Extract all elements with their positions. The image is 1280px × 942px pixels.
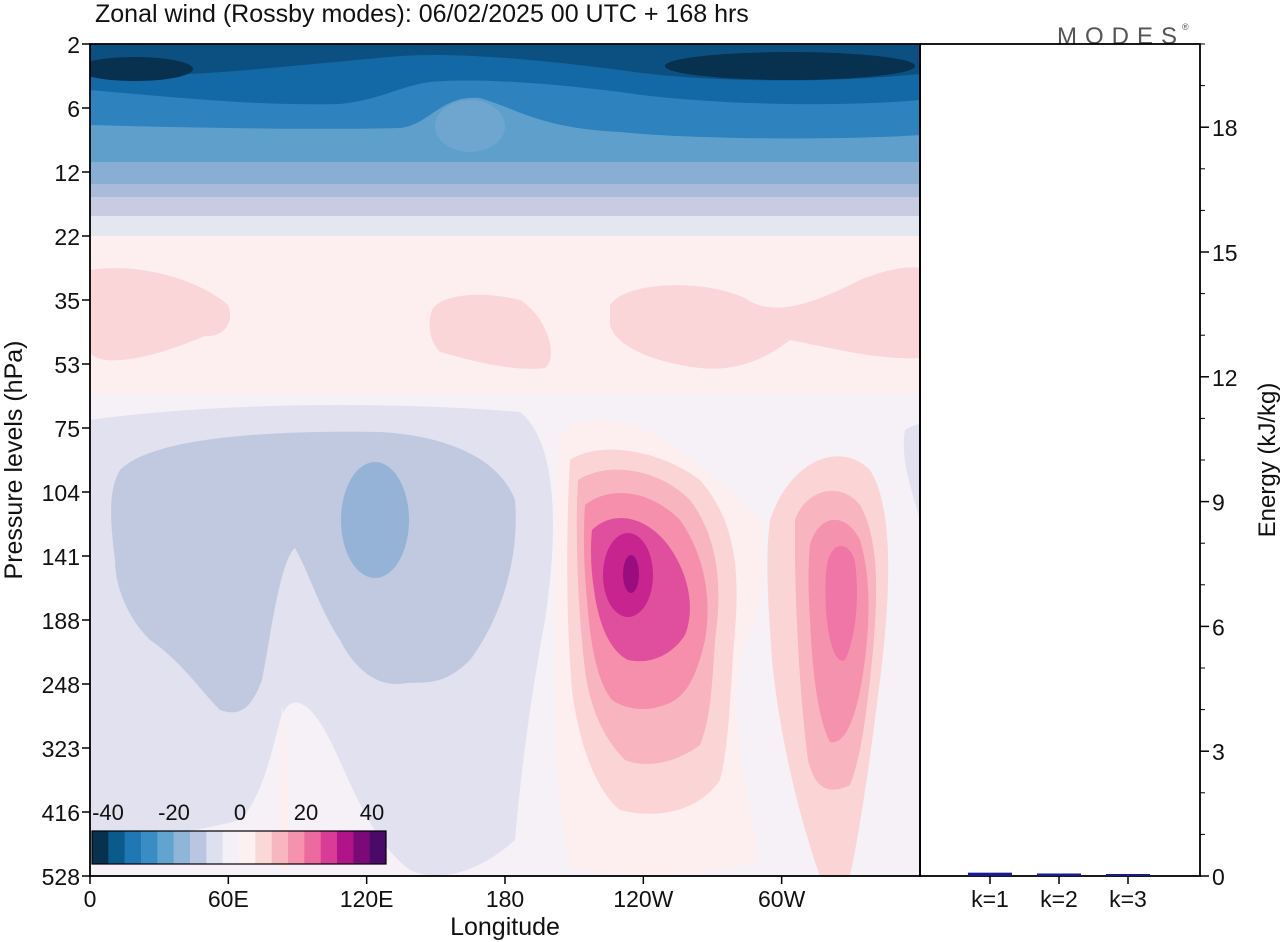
colorbar-swatch (353, 831, 370, 864)
colorbar-swatch (124, 831, 142, 864)
chart-title: Zonal wind (Rossby modes): 06/02/2025 00… (95, 0, 749, 28)
energy-tick-label: 6 (1212, 614, 1225, 640)
pressure-tick-label: 6 (67, 96, 80, 122)
pressure-tick-label: 416 (42, 800, 80, 826)
pressure-tick-label: 22 (54, 224, 80, 250)
westerly-streak (279, 705, 289, 870)
colorbar-tick-label: 0 (234, 800, 246, 825)
x-axis-label: Longitude (450, 913, 560, 941)
energy-tick-label: 15 (1212, 240, 1238, 266)
energy-bars: k=1 k=2 k=3 (968, 872, 1150, 912)
pressure-tick-label: 323 (42, 736, 80, 762)
energy-tick-label: 0 (1212, 864, 1225, 890)
longitude-axis: 0 60E 120E 180 120W 60W (84, 876, 806, 912)
colorbar-swatch (255, 831, 272, 864)
pressure-tick-label: 141 (42, 544, 80, 570)
pressure-tick-label: 104 (42, 480, 81, 506)
colorbar-swatch (271, 831, 289, 864)
energy-tick-label: 3 (1212, 739, 1225, 765)
longitude-tick-label: 120W (613, 886, 673, 912)
colorbar-swatch (320, 831, 338, 864)
colorbar-swatch (157, 831, 174, 864)
pressure-tick-label: 248 (42, 672, 80, 698)
bar-panel-frame (919, 43, 1201, 877)
colorbar-swatch (173, 831, 191, 864)
energy-bar (968, 872, 1012, 876)
colorbar-frame (91, 830, 387, 865)
colorbar-swatch (206, 831, 223, 864)
y-axis-label: Pressure levels (hPa) (0, 341, 28, 580)
colorbar-swatch (190, 831, 207, 864)
pressure-tick-label: 53 (54, 352, 80, 378)
core-jet-east (665, 52, 915, 80)
mode-tick-label: k=3 (1109, 886, 1147, 912)
contour-field (90, 44, 920, 876)
pink-blob-west (90, 268, 231, 361)
mode-tick-label: k=2 (1040, 886, 1078, 912)
mode-tick-label: k=1 (971, 886, 1009, 912)
longitude-tick-label: 0 (84, 886, 97, 912)
lavender-east-edge (903, 424, 920, 520)
colorbar-swatch (108, 831, 125, 864)
colorbar: -40 -20 0 20 40 (91, 800, 387, 865)
colorbar-swatch (369, 831, 387, 864)
colorbar-swatch (337, 831, 354, 864)
colorbar-swatch (239, 831, 256, 864)
colorbar-swatch (222, 831, 240, 864)
colorbar-tick-label: 20 (294, 800, 318, 825)
pink-blob-east (610, 267, 920, 369)
pressure-tick-label: 75 (54, 416, 80, 442)
colorbar-swatch (304, 831, 321, 864)
pressure-tick-label: 35 (54, 288, 80, 314)
pink-blob-center (429, 294, 551, 369)
longitude-tick-label: 180 (486, 886, 524, 912)
energy-tick-label: 9 (1212, 490, 1225, 516)
blue-gray-region (111, 431, 516, 713)
longitude-tick-label: 120E (340, 886, 394, 912)
westerly-east-core (825, 545, 857, 661)
energy-tick-label: 18 (1212, 115, 1238, 141)
westerly-core (623, 555, 639, 593)
pressure-tick-label: 528 (42, 864, 80, 890)
colorbar-swatch (288, 831, 305, 864)
energy-tick-label: 12 (1212, 365, 1238, 391)
energy-axis-label: Energy (kJ/kg) (1254, 383, 1280, 538)
modes-logo: MODES (1057, 23, 1185, 50)
colorbar-swatch (92, 831, 109, 864)
pressure-axis: 2 6 12 22 35 53 75 104 141 188 248 323 416 528 (42, 32, 90, 890)
longitude-tick-label: 60E (208, 886, 249, 912)
gap-light (435, 100, 505, 152)
pressure-tick-label: 12 (54, 160, 80, 186)
energy-bar (1037, 873, 1081, 876)
pressure-tick-label: 188 (42, 608, 80, 634)
colorbar-tick-label: 40 (360, 800, 384, 825)
energy-bar (1106, 874, 1150, 876)
longitude-tick-label: 60W (758, 886, 806, 912)
logo-registered-mark: ® (1182, 22, 1189, 32)
colorbar-tick-label: -40 (92, 800, 124, 825)
colorbar-tick-label: -20 (158, 800, 190, 825)
core-jet-west (90, 57, 193, 81)
pressure-tick-label: 2 (67, 32, 80, 58)
blue-gray-core (341, 462, 409, 578)
energy-axis: 0 3 6 9 12 15 18 (1200, 43, 1238, 890)
colorbar-swatch (141, 831, 158, 864)
